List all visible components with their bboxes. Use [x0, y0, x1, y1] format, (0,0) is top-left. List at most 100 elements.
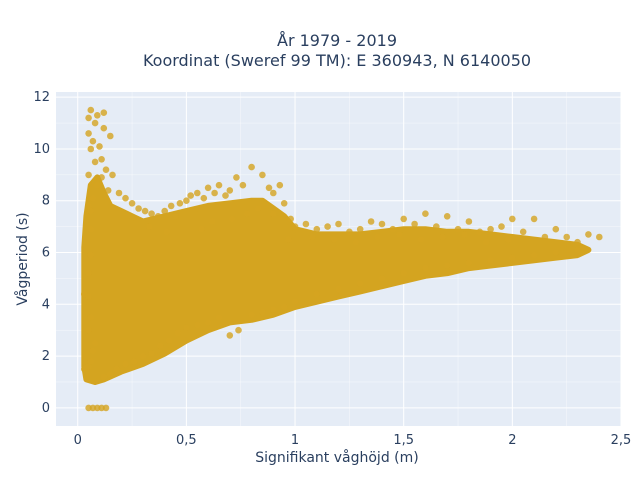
- scatter-point: [85, 114, 92, 122]
- scatter-point: [324, 223, 331, 230]
- scatter-point: [85, 269, 92, 277]
- scatter-point: [346, 228, 353, 236]
- scatter-point: [226, 187, 234, 194]
- x-tick-label: 1: [291, 433, 299, 448]
- scatter-point: [215, 181, 223, 189]
- scatter-point: [259, 308, 266, 316]
- y-tick-label: 4: [42, 297, 50, 312]
- scatter-point: [154, 213, 162, 220]
- scatter-point: [128, 200, 136, 207]
- scatter-point: [100, 124, 108, 132]
- scatter-point: [94, 181, 101, 189]
- scatter-point: [476, 228, 484, 236]
- scatter-point: [596, 233, 603, 241]
- scatter-point: [487, 257, 494, 264]
- scatter-point: [215, 314, 223, 321]
- scatter-point: [87, 145, 95, 153]
- scatter-point: [194, 321, 201, 329]
- x-tick-label: 0,5: [176, 433, 197, 448]
- scatter-point: [183, 324, 190, 331]
- scatter-point: [115, 189, 123, 197]
- scatter-point: [309, 233, 316, 241]
- scatter-point: [167, 202, 175, 210]
- scatter-point: [204, 184, 212, 192]
- x-tick-label: 1,5: [393, 433, 414, 448]
- scatter-point: [552, 249, 560, 256]
- scatter-point: [113, 365, 121, 373]
- scatter-point: [85, 326, 92, 334]
- scatter-point: [433, 223, 440, 230]
- scatter-point: [96, 143, 103, 150]
- scatter-point: [378, 275, 386, 282]
- scatter-point: [107, 132, 114, 140]
- scatter-point: [574, 246, 581, 254]
- scatter-point: [98, 174, 105, 181]
- scatter-point: [85, 171, 92, 179]
- scatter-point: [204, 319, 212, 326]
- x-axis-title: Signifikant våghöjd (m): [255, 449, 418, 466]
- scatter-point: [356, 280, 364, 287]
- scatter-point: [198, 225, 205, 233]
- scatter-point: [102, 404, 110, 412]
- scatter-point: [94, 112, 101, 119]
- scatter-point: [411, 220, 418, 228]
- scatter-point: [226, 332, 234, 339]
- scatter-point: [135, 205, 142, 212]
- scatter-point: [122, 360, 129, 368]
- scatter-point: [439, 233, 447, 241]
- scatter-point: [107, 370, 114, 378]
- scatter-point: [400, 215, 408, 223]
- scatter-point: [248, 163, 255, 171]
- scatter-point: [422, 264, 429, 272]
- scatter-point: [265, 184, 273, 192]
- scatter-point: [100, 109, 108, 116]
- scatter-point: [335, 285, 342, 293]
- scatter-point: [313, 225, 321, 233]
- scatter-point: [228, 215, 236, 223]
- scatter-point: [509, 254, 516, 261]
- scatter-point: [285, 236, 292, 243]
- scatter-point: [141, 207, 149, 215]
- scatter-point: [352, 238, 360, 246]
- scatter-point: [122, 194, 129, 202]
- dense-cloud-region: [81, 174, 592, 385]
- scatter-point: [530, 215, 538, 223]
- scatter-point: [235, 326, 242, 334]
- scatter-point: [87, 207, 95, 215]
- scatter-point: [563, 233, 570, 241]
- scatter-point: [148, 350, 155, 357]
- scatter-point: [509, 215, 516, 223]
- scatter-point: [100, 373, 108, 381]
- scatter-point: [400, 269, 408, 277]
- scatter-point: [183, 197, 190, 204]
- scatter-point: [98, 156, 105, 163]
- scatter-point: [165, 337, 173, 344]
- scatter-point: [83, 364, 90, 372]
- scatter-point: [102, 166, 110, 173]
- scatter-point: [233, 174, 240, 181]
- scatter-point: [222, 192, 229, 199]
- scatter-point: [87, 358, 95, 365]
- scatter-point: [374, 233, 381, 241]
- scatter-point: [254, 205, 262, 212]
- scatter-point: [461, 231, 468, 238]
- scatter-point: [130, 358, 138, 365]
- scatter-point: [291, 298, 299, 306]
- y-tick-label: 12: [33, 90, 50, 105]
- scatter-point: [174, 329, 181, 337]
- scatter-point: [109, 171, 116, 179]
- scatter-point: [211, 189, 218, 197]
- scatter-point: [87, 314, 95, 321]
- x-tick-label: 0: [74, 433, 82, 448]
- scatter-point: [239, 181, 247, 189]
- scatter-point: [259, 171, 266, 179]
- scatter-point: [330, 236, 338, 243]
- chart-title-line-1: År 1979 - 2019: [277, 31, 397, 50]
- scatter-point: [530, 251, 538, 259]
- y-axis-title: Vågperiod (s): [14, 212, 31, 305]
- scatter-point: [270, 210, 277, 217]
- scatter-point: [504, 236, 512, 243]
- scatter-point: [209, 218, 216, 225]
- scatter-point: [574, 238, 581, 246]
- scatter-point: [176, 200, 184, 207]
